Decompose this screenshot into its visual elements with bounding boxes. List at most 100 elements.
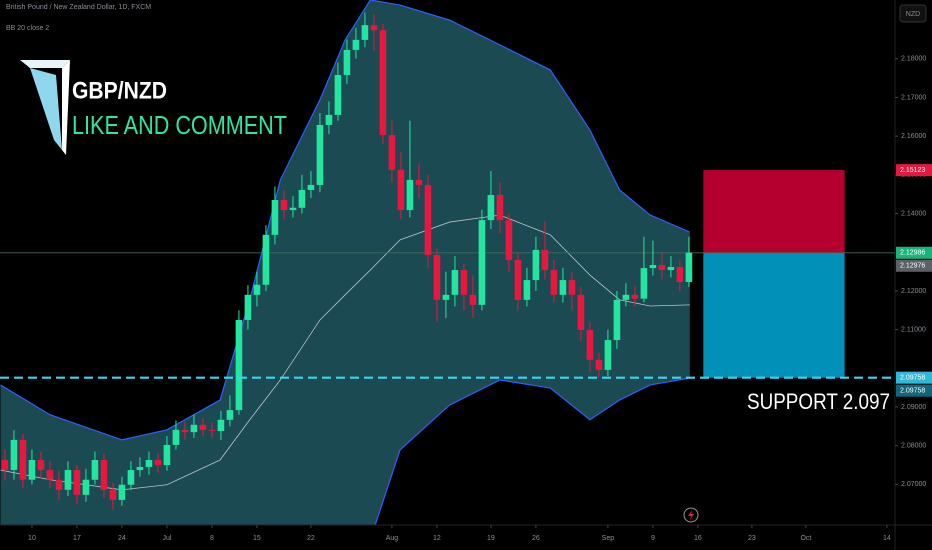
candle-body [397,169,405,211]
y-tick-label: 2.14000 [901,210,926,217]
band-upper [0,0,691,441]
candle-body [145,460,153,467]
candle-body [100,460,108,490]
candle-body [208,429,216,431]
x-tick-label: 23 [748,535,756,542]
price-tag [896,246,932,259]
candle-body [64,470,72,490]
candle-body [559,280,567,295]
candle-body [595,359,603,370]
candle-body [316,124,324,185]
candle-body [352,39,360,50]
candle-body [406,179,414,211]
candle-body [307,184,315,190]
y-tick-label: 2.16000 [901,133,926,140]
candle-body [55,479,63,490]
candle-body [460,270,468,295]
candle-body [190,424,198,433]
candle-body [28,460,36,480]
candle-body [73,470,81,495]
replay-icon[interactable] [683,507,699,523]
candle-body [343,49,351,76]
candle-body [46,470,54,480]
price-tag [896,384,932,397]
pair-label: GBP/NZD [72,77,167,104]
candle-body [118,484,126,500]
candle-body [640,268,648,299]
candle-body [280,200,288,211]
call-label: LIKE AND COMMENT [72,110,287,140]
candle-body [613,299,621,341]
currency-button[interactable] [899,4,927,23]
band-fill [0,0,690,525]
x-tick-label: 16 [694,535,702,542]
candle-body [289,207,297,211]
candle-body [568,280,576,295]
price-tag [896,371,932,384]
candle-body [181,429,189,433]
candle-body [523,280,531,300]
currency-label: NZD [906,11,920,18]
x-tick-label: 9 [651,535,655,542]
indicator-label: BB 20 close 2 [6,25,49,32]
y-tick-label: 2.18000 [901,56,926,63]
candle-body [667,266,675,271]
candle-body [631,294,639,299]
x-tick-label: 24 [118,535,126,542]
x-tick-label: 26 [532,535,540,542]
candle-body [235,319,243,411]
x-tick-label: Jul [162,535,171,542]
x-tick-label: Aug [386,535,399,542]
logo [20,60,70,155]
x-tick-label: 19 [487,535,495,542]
candle-body [253,284,261,295]
candle-body [226,410,234,420]
candle-body [10,439,18,471]
candle-body [676,266,684,283]
y-tick-label: 2.09000 [901,404,926,411]
candle-body [424,184,432,255]
candle-body [577,294,585,331]
plot-area [0,0,895,525]
band-lower [374,377,690,525]
price-tag-label: 2.15123 [900,167,925,174]
candle-body [91,460,99,480]
logo-edge [62,60,70,155]
price-tag-label: 2.09758 [900,388,925,395]
candle-body [1,460,9,471]
x-tick-label: 8 [210,535,214,542]
candle-body [136,466,144,471]
candle-body [685,252,693,283]
icon-ring [683,507,699,523]
chart-title: British Pound / New Zealand Dollar, 1D, … [6,4,151,11]
target-zone [703,252,845,378]
candle-body [271,200,279,235]
candle-body [514,259,522,300]
band-middle [0,214,690,491]
x-tick-label: Sep [602,535,615,542]
candle-body [172,429,180,445]
candle-body [505,220,513,260]
candle-body [496,194,504,221]
candle-body [244,294,252,320]
stop-zone [703,170,845,253]
price-tag [896,164,932,177]
y-tick-label: 2.12000 [901,288,926,295]
candle-body [478,220,486,305]
candle-body [532,249,540,281]
candle-body [388,135,396,170]
candle-body [487,194,495,221]
candle-body [550,270,558,295]
x-tick-label: Oct [800,535,811,542]
price-tag-label: 2.09758 [900,375,925,382]
candle-body [451,270,459,295]
candle-body [370,25,378,31]
price-tag-label: 2.12976 [900,263,925,270]
logo-stem [30,68,62,150]
candle-body [586,330,594,360]
candle-body [334,75,342,115]
candle-body [622,294,630,300]
candle-body [109,489,117,500]
candle-body [82,479,90,495]
